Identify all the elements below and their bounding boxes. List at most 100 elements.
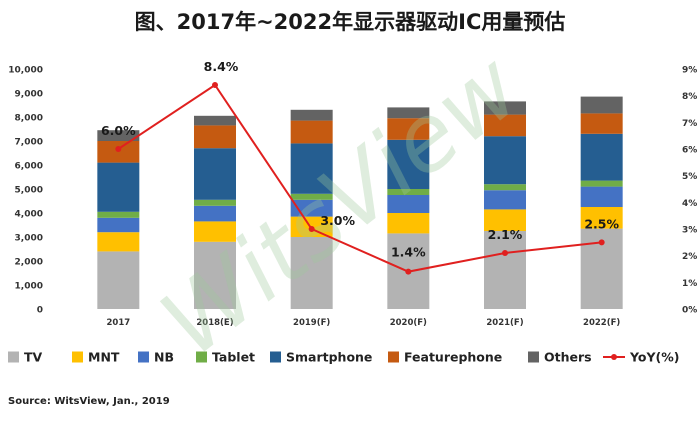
yoy-data-label: 2.5%: [584, 216, 619, 231]
yoy-point: [115, 146, 122, 152]
bar-segment: [387, 139, 430, 189]
legend-swatch: [388, 351, 399, 363]
bar-segment: [194, 241, 236, 309]
left-axis-tick-label: 9,000: [15, 90, 43, 100]
right-axis-tick-label: 2%: [682, 252, 697, 262]
right-axis-tick-label: 1%: [682, 279, 697, 289]
bar-segment: [290, 109, 333, 121]
legend-label: Others: [544, 350, 592, 365]
bar-segment: [194, 125, 236, 149]
bar-segment: [580, 180, 623, 187]
bar-segment: [484, 231, 526, 309]
yoy-line-path: [117, 83, 602, 273]
bar-segment: [580, 96, 623, 114]
left-axis-tick-label: 5,000: [15, 186, 43, 196]
bar-segment: [194, 221, 236, 242]
yoy-data-label: 3.0%: [320, 213, 355, 228]
bar-segment: [484, 136, 526, 185]
bar-segment: [387, 107, 430, 119]
right-axis-tick-label: 3%: [682, 226, 697, 236]
bar-segment: [484, 209, 526, 231]
left-axis-tick-label: 2,000: [15, 258, 43, 268]
yoy-data-label: 2.1%: [488, 227, 523, 242]
yoy-point: [502, 250, 508, 256]
bar-segment: [484, 101, 526, 115]
bar-segment: [290, 143, 333, 194]
bar-segment: [290, 120, 333, 144]
bar-segment: [290, 237, 333, 309]
bar-segment: [580, 186, 623, 207]
bar-segment: [580, 207, 623, 229]
right-axis-tick-label: 0%: [682, 306, 697, 316]
legend-label: YoY(%): [629, 350, 680, 365]
yoy-point: [598, 239, 605, 246]
x-axis-category-label: 2020(F): [390, 318, 427, 328]
right-axis-ticks: 0% 1% 2% 3% 4% 5% 6% 7% 8% 9%: [682, 66, 697, 316]
yoy-data-label: 1.4%: [391, 245, 426, 260]
bar-segment: [97, 217, 140, 233]
bar-segment: [580, 113, 623, 134]
right-axis-tick-label: 9%: [682, 66, 697, 76]
x-axis-category-label: 2019(F): [293, 318, 330, 328]
right-axis-tick-label: 4%: [682, 199, 697, 209]
legend-swatch: [196, 351, 207, 363]
yoy-line: 6.0% 8.4% 3.0% 1.4% 2.1% 2.5%: [101, 59, 619, 275]
bar-segment: [194, 199, 236, 206]
bar-segment: [97, 162, 140, 212]
left-axis-tick-label: 3,000: [15, 234, 43, 244]
bar-segment: [97, 211, 140, 218]
legend-label: Tablet: [212, 350, 255, 365]
legend-swatch: [270, 351, 281, 363]
legend-swatch: [138, 351, 149, 363]
legend-label: TV: [24, 350, 43, 365]
stacked-bars: [97, 96, 623, 309]
x-axis-categories: 2017 2018(E) 2019(F) 2020(F) 2021(F) 2022(F): [106, 318, 620, 328]
x-axis-category-label: 2021(F): [486, 318, 523, 328]
bar-segment: [484, 114, 526, 137]
right-axis-tick-label: 7%: [682, 119, 697, 129]
legend-label: Featurephone: [404, 350, 502, 365]
chart-title: 图、2017年~2022年显示器驱动IC用量预估: [134, 10, 566, 34]
left-axis-tick-label: 4,000: [15, 210, 43, 220]
right-axis-tick-label: 5%: [682, 172, 697, 182]
legend-label: MNT: [88, 350, 120, 365]
legend-label: NB: [154, 350, 174, 365]
left-axis-tick-label: 0: [37, 306, 43, 316]
left-axis-tick-label: 6,000: [15, 162, 43, 172]
x-axis-category-label: 2022(F): [583, 318, 620, 328]
bar-segment: [387, 189, 430, 195]
left-axis-tick-label: 10,000: [8, 66, 43, 76]
legend-swatch: [528, 351, 539, 363]
right-axis-tick-label: 6%: [682, 146, 697, 156]
bar-segment: [387, 213, 430, 234]
bar-segment: [580, 133, 623, 181]
x-axis-category-label: 2017: [106, 318, 130, 328]
yoy-data-label: 8.4%: [204, 59, 239, 74]
legend-line-marker: [611, 354, 617, 360]
left-axis-tick-label: 8,000: [15, 114, 43, 124]
bar-segment: [194, 115, 236, 126]
yoy-point: [308, 226, 315, 232]
bar-segment: [194, 148, 236, 200]
bar-segment: [387, 195, 430, 213]
bar-segment: [387, 118, 430, 140]
legend: TV MNT NB Tablet Smartphone Featurephone Other…: [8, 350, 680, 365]
yoy-point: [405, 268, 412, 275]
bar-segment: [97, 130, 140, 141]
left-axis-tick-label: 7,000: [15, 138, 43, 148]
bar-segment: [484, 184, 526, 191]
yoy-point: [212, 82, 218, 88]
legend-swatch: [72, 351, 83, 363]
yoy-data-label: 6.0%: [101, 123, 136, 138]
right-axis-tick-label: 8%: [682, 92, 697, 102]
bar-segment: [484, 190, 526, 210]
bar-segment: [97, 232, 140, 252]
left-axis-ticks: 0 1,000 2,000 3,000 4,000 5,000 6,000 7,000 8,00…: [8, 66, 43, 316]
left-axis-tick-label: 1,000: [15, 282, 43, 292]
legend-label: Smartphone: [286, 350, 372, 365]
legend-swatch: [8, 351, 19, 363]
source-note: Source: WitsView, Jan., 2019: [8, 396, 170, 407]
x-axis-category-label: 2018(E): [196, 318, 233, 328]
bar-segment: [290, 193, 333, 200]
